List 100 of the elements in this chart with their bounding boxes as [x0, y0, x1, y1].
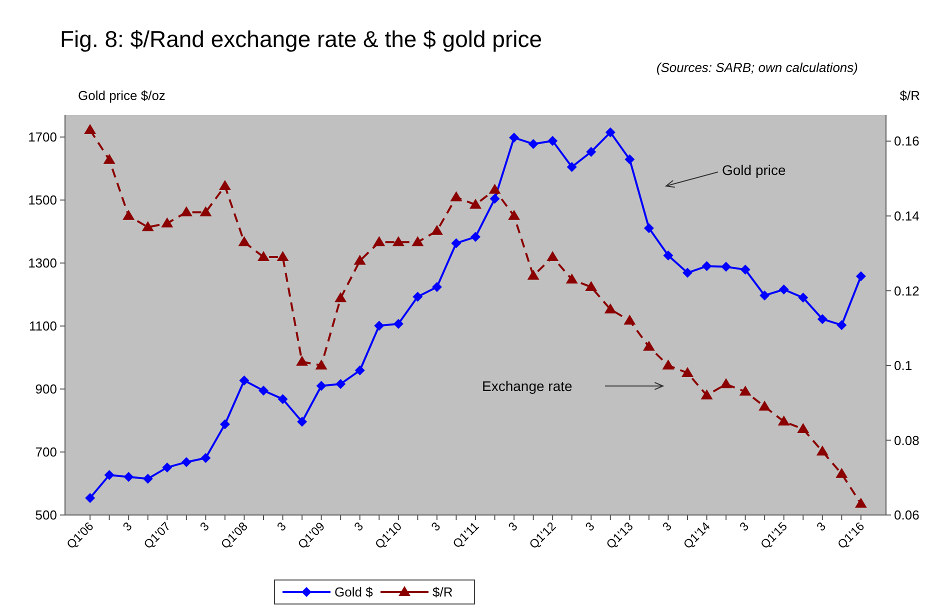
y-tick-label: 500	[35, 508, 57, 523]
point	[585, 280, 598, 291]
point	[566, 162, 577, 172]
y-tick-label: 1700	[28, 130, 57, 145]
y2-axis-title: $/R	[900, 88, 920, 103]
point	[548, 136, 558, 146]
y-tick-label: 900	[35, 382, 57, 397]
point	[103, 154, 116, 164]
point	[488, 184, 501, 194]
point	[430, 224, 443, 235]
legend-label: Gold $	[334, 584, 374, 600]
y2-tick-label: 0.12	[894, 283, 920, 298]
point	[393, 318, 404, 329]
point	[528, 138, 538, 149]
x-tick-label: 3	[274, 519, 290, 534]
point	[509, 132, 520, 143]
x-tick-label: 3	[197, 519, 212, 534]
x-tick-label: 3	[660, 519, 675, 534]
point	[124, 472, 134, 482]
point	[682, 268, 692, 278]
point	[354, 254, 366, 265]
point	[276, 251, 289, 262]
point	[451, 238, 462, 248]
point	[412, 236, 424, 246]
point	[142, 474, 153, 484]
point	[238, 236, 250, 246]
point	[836, 320, 847, 330]
point	[239, 376, 250, 386]
point	[778, 416, 790, 426]
point	[624, 314, 636, 325]
chart-subtitle: (Sources: SARB; own calculations)	[656, 60, 858, 75]
point	[450, 191, 462, 202]
point	[624, 154, 635, 164]
point	[546, 251, 559, 262]
point	[836, 468, 848, 478]
y2-tick-label: 0.06	[894, 508, 920, 523]
y2-tick-label: 0.1	[894, 358, 912, 374]
point	[490, 194, 500, 204]
point	[334, 292, 347, 302]
annotation: Exchange rate	[482, 378, 572, 394]
point	[278, 394, 288, 404]
point	[200, 206, 212, 216]
point	[373, 236, 386, 246]
point	[700, 389, 713, 400]
chart-title: Fig. 8: $/Rand exchange rate & the $ gold price	[60, 26, 542, 52]
point	[200, 452, 211, 463]
point	[740, 264, 750, 275]
y-tick-label: 1500	[28, 192, 57, 208]
point	[758, 400, 771, 411]
point	[470, 232, 480, 242]
point	[85, 492, 96, 503]
y2-tick-label: 0.08	[894, 432, 920, 448]
point	[642, 340, 655, 351]
point	[662, 359, 674, 370]
point	[702, 261, 712, 272]
point	[739, 386, 752, 396]
x-tick-label: 3	[428, 519, 444, 534]
point	[316, 380, 326, 391]
point	[181, 457, 192, 468]
point	[856, 271, 866, 282]
point	[218, 180, 231, 190]
point	[663, 250, 674, 260]
point	[258, 251, 270, 262]
point	[854, 498, 867, 508]
point	[315, 359, 328, 370]
point	[122, 210, 135, 220]
point	[162, 462, 172, 472]
x-tick-label: 3	[814, 519, 829, 534]
y2-tick-label: 0.16	[894, 134, 920, 149]
point	[258, 386, 269, 396]
point	[354, 365, 365, 376]
point	[142, 221, 154, 232]
legend-label: $/R	[432, 584, 453, 600]
point	[412, 292, 423, 302]
y2-tick-label: 0.14	[894, 208, 920, 224]
point	[778, 284, 789, 294]
x-tick-label: 3	[506, 519, 520, 534]
x-tick-label: 3	[582, 519, 598, 534]
point	[104, 470, 114, 480]
point	[817, 314, 828, 324]
y-axis-title: Gold price $/oz	[78, 88, 166, 103]
point	[797, 423, 810, 434]
point	[508, 210, 520, 220]
point	[180, 206, 192, 216]
point	[432, 282, 442, 292]
point	[720, 378, 732, 388]
point	[220, 419, 230, 430]
point	[392, 236, 404, 246]
point	[161, 217, 174, 228]
point	[644, 223, 654, 234]
point	[470, 198, 482, 209]
point	[566, 273, 578, 284]
point	[297, 416, 308, 427]
point	[816, 445, 828, 456]
annotation: Gold price	[722, 162, 786, 178]
point	[296, 356, 308, 366]
y-tick-label: 700	[35, 444, 57, 460]
point	[374, 320, 384, 331]
point	[336, 378, 346, 389]
x-tick-label: 3	[736, 519, 752, 534]
